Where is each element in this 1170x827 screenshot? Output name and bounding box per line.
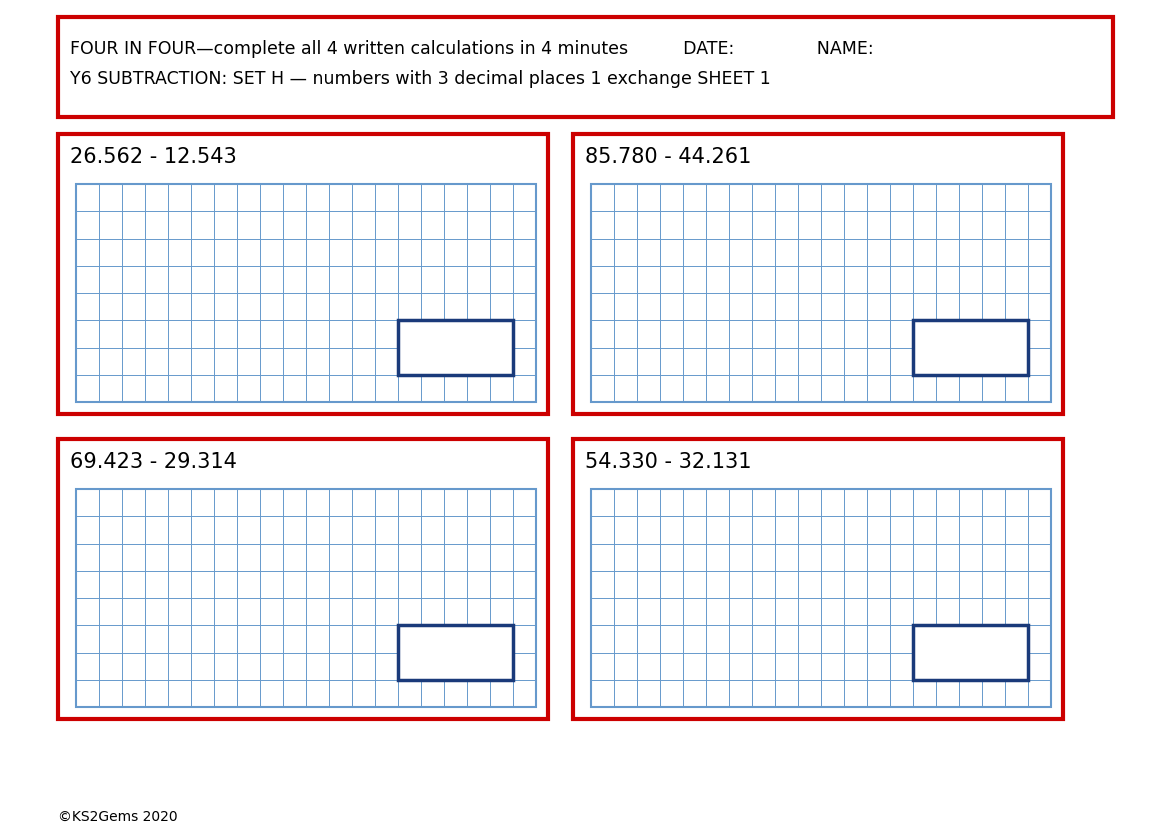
Bar xyxy=(398,321,512,375)
Bar xyxy=(398,321,512,375)
Bar xyxy=(76,490,536,707)
Bar xyxy=(76,184,536,403)
Bar xyxy=(913,321,1028,375)
Bar xyxy=(913,625,1028,680)
Bar xyxy=(398,625,512,680)
Bar xyxy=(58,135,548,414)
Text: FOUR IN FOUR—complete all 4 written calculations in 4 minutes          DATE:    : FOUR IN FOUR—complete all 4 written calc… xyxy=(70,40,874,58)
Bar xyxy=(591,490,1051,707)
Text: 85.780 - 44.261: 85.780 - 44.261 xyxy=(585,147,751,167)
Bar xyxy=(591,184,1051,403)
Text: 26.562 - 12.543: 26.562 - 12.543 xyxy=(70,147,236,167)
Bar xyxy=(913,321,1028,375)
Bar xyxy=(573,439,1064,719)
Text: ©KS2Gems 2020: ©KS2Gems 2020 xyxy=(58,809,178,823)
Text: 69.423 - 29.314: 69.423 - 29.314 xyxy=(70,452,236,471)
Bar xyxy=(398,625,512,680)
Text: 54.330 - 32.131: 54.330 - 32.131 xyxy=(585,452,751,471)
Bar xyxy=(913,625,1028,680)
Text: Y6 SUBTRACTION: SET H — numbers with 3 decimal places 1 exchange SHEET 1: Y6 SUBTRACTION: SET H — numbers with 3 d… xyxy=(70,70,771,88)
Bar xyxy=(58,439,548,719)
Bar xyxy=(573,135,1064,414)
Bar xyxy=(58,18,1113,118)
